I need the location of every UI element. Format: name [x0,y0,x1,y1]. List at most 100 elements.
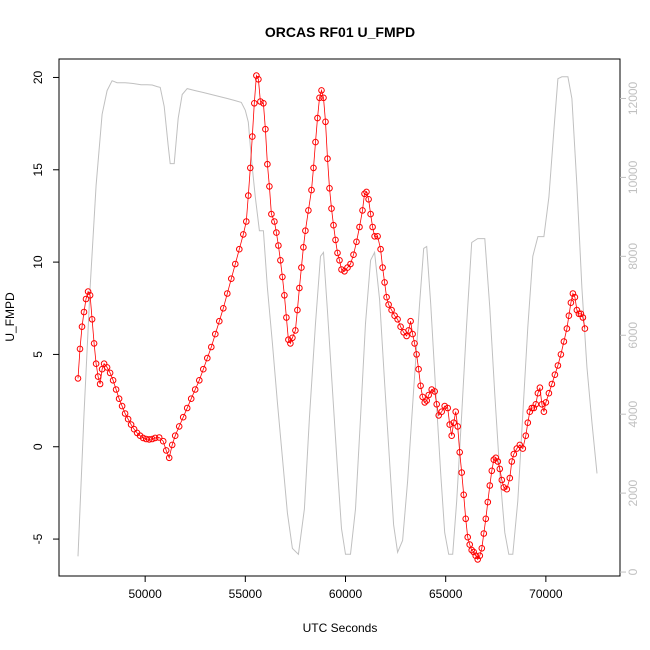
data-point [191,386,199,393]
data-point [277,257,284,264]
data-point [151,434,159,442]
data-point [365,196,372,203]
x-tick-label: 60000 [329,587,363,601]
data-point [492,454,500,462]
data-point [162,447,170,454]
data-point [534,389,542,397]
data-point [575,310,583,318]
data-point [249,133,256,140]
data-point [526,408,534,416]
data-point [468,546,476,554]
data-point [310,164,317,172]
data-point [413,351,420,358]
y2-tick-label: 10000 [626,160,640,194]
data-point [438,408,446,416]
data-point [377,245,384,253]
data-point [200,365,207,373]
data-point [506,474,514,482]
data-point [363,188,370,196]
data-point [454,423,462,430]
data-point [228,275,235,283]
data-point [285,336,292,344]
data-point [431,388,439,395]
data-point [470,548,478,556]
data-point [212,330,219,338]
data-point [314,114,321,122]
data-point [80,308,88,316]
data-point [478,545,486,552]
data-point [462,515,470,523]
data-point [109,377,117,384]
data-point [118,402,126,410]
data-point [245,192,252,199]
data-point [356,223,363,231]
x-tick-label: 55000 [229,587,263,601]
data-point [496,465,504,473]
data-point [545,389,553,397]
data-point [347,260,354,268]
data-point [381,279,388,286]
data-point [155,434,163,441]
data-point [508,458,516,465]
plot-frame [58,58,621,577]
data-point [287,340,294,347]
data-point [336,257,343,264]
data-point [560,338,568,345]
data-point [300,244,307,251]
data-point [394,316,401,323]
data-point [551,371,559,379]
data-point [255,76,262,83]
data-point [444,404,452,412]
data-point [433,401,441,408]
data-point [115,395,123,403]
data-point [359,207,366,214]
data-point [92,360,100,368]
data-point [328,205,335,212]
data-point [466,541,474,548]
data-point [488,467,496,475]
data-point [452,408,460,416]
data-point [312,138,319,146]
data-point [460,491,468,499]
data-point [204,354,211,362]
data-point [183,404,191,412]
data-point [196,377,203,384]
data-point [232,260,239,268]
data-point [121,410,129,417]
x-axis: 50000 55000 60000 65000 70000 [128,576,563,601]
data-point [536,384,544,392]
data-point [127,421,135,428]
data-point [548,380,556,388]
data-point [253,72,260,79]
data-point [289,334,296,342]
data-point [474,556,482,563]
x-tick-label: 50000 [128,587,162,601]
y2-tick-label: 2000 [626,479,640,506]
data-point [446,421,454,428]
data-point [524,419,532,427]
data-point [374,233,381,240]
data-point [388,306,395,314]
x-axis-label: UTC Seconds [303,621,378,635]
data-point [175,423,183,430]
y-axis: -5 0 5 10 15 20 [31,70,59,544]
data-point [324,155,331,162]
data-point [383,293,390,301]
data-point [96,380,104,388]
y2-tick-label: 12000 [626,81,640,115]
y2-axis: 0 2000 4000 6000 8000 10000 12000 [620,81,640,575]
data-point [82,295,90,303]
data-point [262,125,269,133]
data-point [542,399,550,406]
data-point [281,292,288,299]
series-u-fmpd [74,72,589,563]
data-point [522,432,530,440]
data-point [379,264,386,271]
data-point [565,312,573,320]
data-point [316,94,323,102]
data-point [403,332,410,340]
data-point [74,375,82,382]
data-point [124,415,132,423]
altitude-line [77,76,598,557]
